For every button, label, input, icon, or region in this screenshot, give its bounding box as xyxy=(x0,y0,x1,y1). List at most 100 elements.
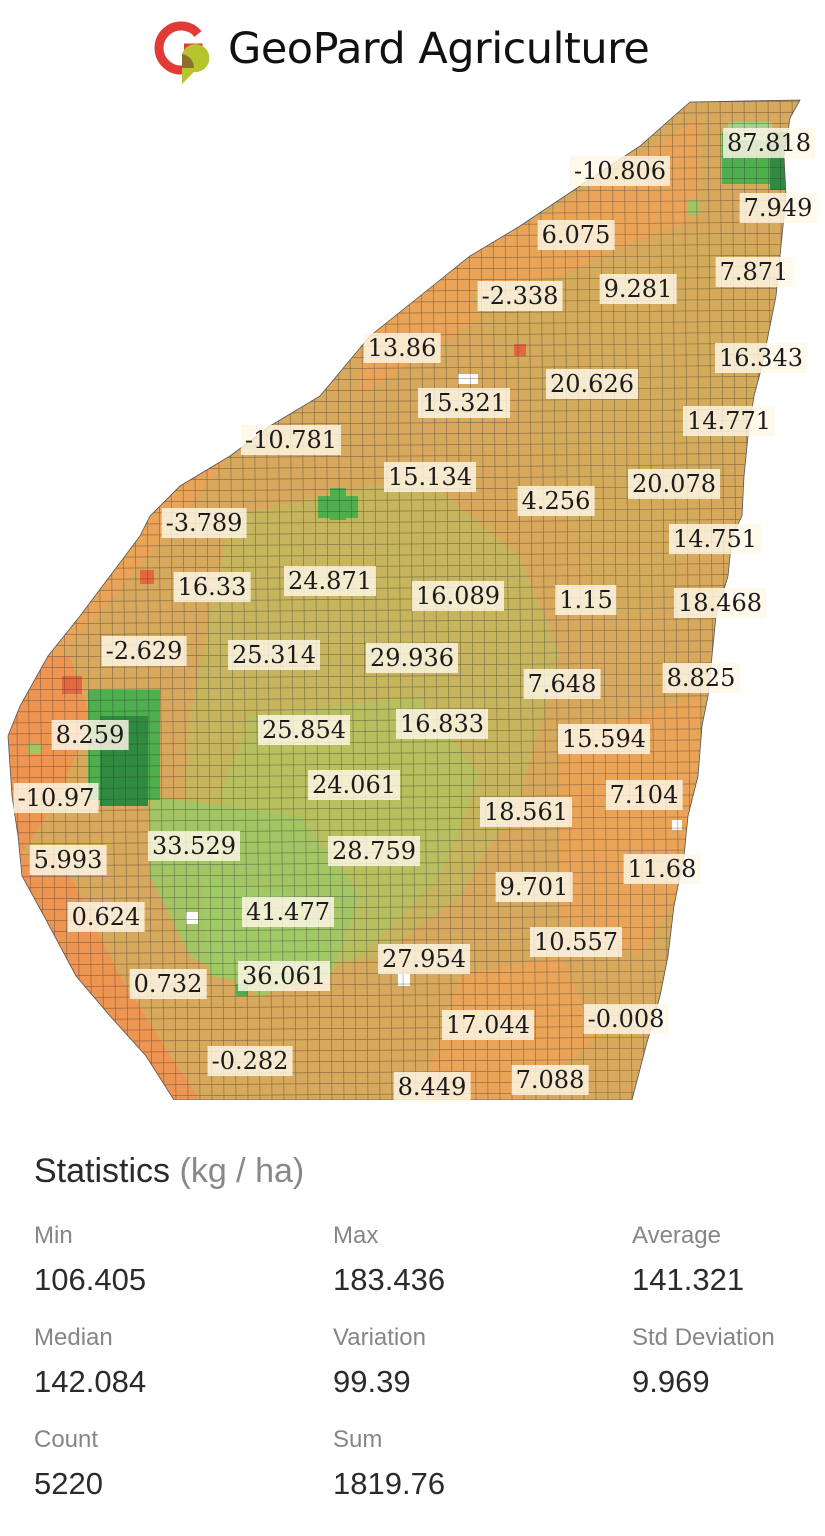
zone-value-label: 36.061 xyxy=(238,961,330,991)
grid-line xyxy=(47,100,57,1100)
grid-line xyxy=(8,804,800,812)
stat-value: 141.321 xyxy=(632,1262,745,1297)
stat-label: Max xyxy=(333,1222,379,1249)
stat-average: Average 141.321 xyxy=(632,1222,822,1300)
stat-max: Max 183.436 xyxy=(333,1222,632,1300)
zone-value-label: -0.008 xyxy=(583,1004,669,1034)
grid-line xyxy=(623,100,633,1100)
stat-value: 9.969 xyxy=(632,1364,710,1399)
zone-color-patch xyxy=(688,200,700,216)
zone-value-label: 28.759 xyxy=(328,836,420,866)
grid-line xyxy=(8,573,800,581)
grid-line xyxy=(647,100,657,1100)
zone-value-label: 9.701 xyxy=(495,872,573,902)
statistics-title: Statistics xyxy=(34,1152,171,1190)
grid-line xyxy=(8,100,9,1100)
zone-value-label: 16.343 xyxy=(715,343,807,373)
yield-map[interactable]: 87.818 -10.806 7.949 6.075 7.871 -2.338 9.281 1… xyxy=(0,96,825,1102)
zone-value-label: 87.818 xyxy=(723,128,815,158)
field-grid-map[interactable] xyxy=(0,96,825,1100)
zone-value-label: 0.732 xyxy=(129,969,207,999)
grid-line xyxy=(816,96,824,1100)
grid-line xyxy=(23,100,33,1100)
zone-value-label: 15.321 xyxy=(418,388,510,418)
stat-std-deviation: Std Deviation 9.969 xyxy=(632,1324,822,1402)
geopard-logo-icon xyxy=(154,21,210,84)
stat-label: Count xyxy=(34,1426,99,1453)
grid-line xyxy=(8,562,800,570)
zone-color-patch xyxy=(514,344,526,356)
grid-line xyxy=(659,100,669,1100)
zone-value-label: 18.468 xyxy=(674,588,766,618)
zone-value-label: 11.68 xyxy=(623,854,701,884)
zone-value-label: 7.949 xyxy=(739,193,817,223)
stat-value: 99.39 xyxy=(333,1364,411,1399)
zone-color-patch xyxy=(140,570,154,584)
zone-value-label: 10.557 xyxy=(530,927,622,957)
zone-value-label: 27.954 xyxy=(378,944,470,974)
statistics-heading: Statistics (kg / ha) xyxy=(34,1148,814,1194)
grid-gap xyxy=(398,974,410,986)
stat-label: Average xyxy=(632,1222,721,1249)
zone-value-label: 29.936 xyxy=(366,643,458,673)
zone-value-label: 8.449 xyxy=(393,1072,471,1102)
zone-value-label: 20.078 xyxy=(628,469,720,499)
brand-name: GeoPard Agriculture xyxy=(228,24,650,74)
grid-gap xyxy=(186,912,198,924)
zone-value-label: 41.477 xyxy=(242,897,334,927)
grid-line xyxy=(8,738,800,746)
zone-value-label: 24.871 xyxy=(284,566,376,596)
grid-line xyxy=(503,100,513,1100)
stat-count: Count 5220 xyxy=(34,1426,333,1504)
statistics-unit: (kg / ha) xyxy=(179,1152,305,1190)
zone-value-label: 4.256 xyxy=(517,486,595,516)
zone-value-label: 7.104 xyxy=(605,780,683,810)
zone-value-label: 18.561 xyxy=(480,797,572,827)
header: GeoPard Agriculture xyxy=(0,0,825,96)
zone-value-label: 16.089 xyxy=(412,581,504,611)
zone-color-patch xyxy=(8,856,200,1100)
grid-line xyxy=(8,617,800,625)
grid-line xyxy=(635,100,645,1100)
zone-value-label: 25.314 xyxy=(228,640,320,670)
zone-value-label: 7.648 xyxy=(523,669,601,699)
statistics-grid: Min 106.405 Max 183.436 Average 141.321 … xyxy=(34,1222,814,1504)
stat-label: Variation xyxy=(333,1324,426,1351)
zone-value-label: 8.259 xyxy=(51,720,129,750)
grid-line xyxy=(8,628,800,636)
grid-line xyxy=(791,100,800,1100)
zone-value-label: 0.624 xyxy=(67,902,145,932)
zone-color-patch xyxy=(330,488,346,520)
grid-line xyxy=(11,100,21,1100)
zone-value-label: 16.33 xyxy=(173,572,251,602)
grid-line xyxy=(8,694,800,702)
zone-value-label: 15.134 xyxy=(384,462,476,492)
zone-value-label: 1.15 xyxy=(555,585,617,615)
zone-value-label: 20.626 xyxy=(546,369,638,399)
stat-label: Min xyxy=(34,1222,73,1249)
zone-value-label: 6.075 xyxy=(537,220,615,250)
stat-label: Std Deviation xyxy=(632,1324,775,1351)
stat-label: Sum xyxy=(333,1426,383,1453)
zone-value-label: -2.338 xyxy=(477,281,563,311)
zone-color-patch xyxy=(470,226,780,616)
stat-sum: Sum 1819.76 xyxy=(333,1426,632,1504)
zone-value-label: -10.781 xyxy=(240,425,342,455)
zone-color-patch xyxy=(360,116,700,396)
grid-gap xyxy=(458,374,478,384)
zone-value-label: 16.833 xyxy=(396,709,488,739)
zone-value-label: 5.993 xyxy=(29,845,107,875)
stat-value: 183.436 xyxy=(333,1262,446,1297)
zone-value-label: -10.806 xyxy=(569,156,671,186)
zone-value-label: -0.282 xyxy=(207,1046,293,1076)
zone-value-label: 7.088 xyxy=(511,1065,589,1095)
grid-line xyxy=(8,760,800,768)
zone-value-label: 8.825 xyxy=(662,663,740,693)
zone-value-label: 24.061 xyxy=(308,770,400,800)
zone-value-label: -3.789 xyxy=(161,508,247,538)
stat-variation: Variation 99.39 xyxy=(333,1324,632,1402)
zone-value-label: 33.529 xyxy=(148,831,240,861)
zone-value-label: 14.771 xyxy=(683,406,775,436)
zone-value-label: 25.854 xyxy=(258,715,350,745)
stat-min: Min 106.405 xyxy=(34,1222,333,1300)
